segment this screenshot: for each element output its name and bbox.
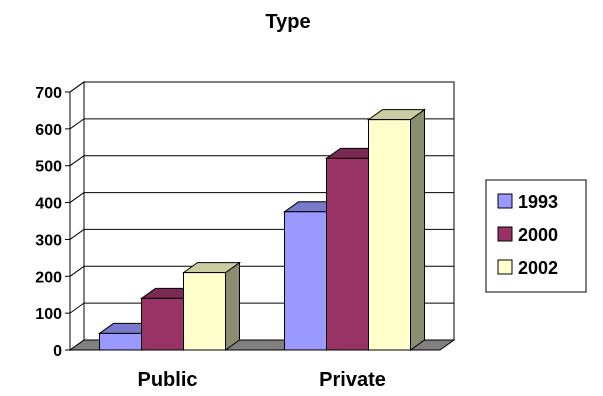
legend-label: 2000 <box>518 225 558 245</box>
gridline-side <box>69 118 85 130</box>
y-tick-label: 700 <box>35 85 62 102</box>
y-tick-label: 500 <box>35 159 62 176</box>
y-tick-label: 300 <box>35 232 62 249</box>
bar-public-2000 <box>141 297 184 351</box>
bar-private-2002 <box>368 119 411 351</box>
side-wall <box>69 81 85 351</box>
bar-side <box>225 261 240 351</box>
legend-label: 2002 <box>518 258 558 278</box>
bar-public-2002 <box>183 272 226 351</box>
gridline-side <box>69 81 85 93</box>
legend-label: 1993 <box>518 192 558 212</box>
bar-private-2000 <box>326 157 369 351</box>
legend-swatch <box>497 226 513 242</box>
x-tick-label: Private <box>319 369 386 391</box>
bar-private-1993 <box>284 211 327 351</box>
gridline-side <box>69 155 85 167</box>
plot-area: 0 100 200 300 400 500 600 700 Public Private <box>35 81 456 391</box>
y-tick-label: 200 <box>35 269 62 286</box>
y-tick-label: 600 <box>35 122 62 139</box>
y-tick-label: 400 <box>35 196 62 213</box>
legend: 1993 2000 2002 <box>485 179 587 293</box>
legend-swatch <box>497 259 513 275</box>
y-tick-label: 100 <box>35 306 62 323</box>
gridline-side <box>69 229 85 240</box>
gridline-side <box>69 265 85 277</box>
legend-swatch <box>497 193 513 209</box>
bar-public-1993 <box>99 332 142 351</box>
gridline-side <box>69 192 85 203</box>
gridline-side <box>69 302 85 314</box>
bar-side <box>410 108 425 351</box>
y-tick-label: 0 <box>53 343 62 360</box>
x-tick-label: Public <box>137 369 197 391</box>
chart-title: Type <box>265 11 310 33</box>
